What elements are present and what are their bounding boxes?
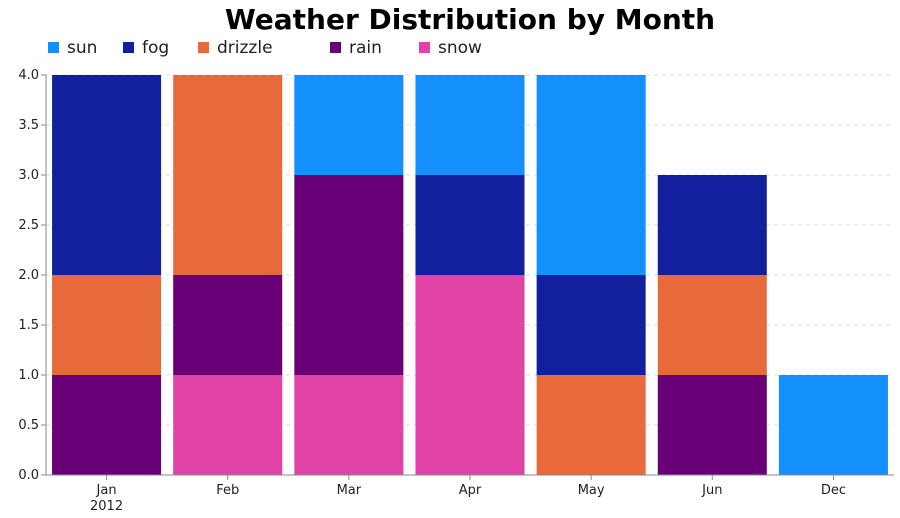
bar-segment-sun-dec: [778, 375, 888, 475]
bar-segment-drizzle-jun: [657, 275, 767, 375]
bar-segment-snow-feb: [173, 375, 283, 475]
bar-segment-fog-jan: [52, 75, 162, 275]
y-tick-label: 4.0: [18, 68, 39, 83]
legend-swatch: [123, 42, 134, 53]
legend-item-fog: fog: [123, 38, 169, 58]
bar-segment-sun-apr: [415, 75, 525, 175]
x-tick-label: Apr: [459, 483, 482, 498]
x-tick-label: Jun: [701, 483, 722, 498]
x-tick-sublabel: 2012: [90, 499, 123, 514]
legend-label: sun: [67, 38, 97, 58]
bar-segment-rain-mar: [294, 175, 404, 375]
x-tick-label: May: [578, 483, 605, 498]
y-tick-label: 0.5: [18, 418, 39, 433]
y-tick-label: 3.5: [18, 118, 39, 133]
legend-item-rain: rain: [330, 38, 382, 58]
bar-segment-rain-feb: [173, 275, 283, 375]
bar-segment-snow-apr: [415, 275, 525, 475]
x-tick-label: Feb: [216, 483, 239, 498]
bar-segment-snow-mar: [294, 375, 404, 475]
y-tick-label: 3.0: [18, 168, 39, 183]
bar-segment-sun-may: [536, 75, 646, 275]
y-tick-label: 2.0: [18, 268, 39, 283]
legend-item-snow: snow: [419, 38, 482, 58]
bar-segment-fog-apr: [415, 175, 525, 275]
legend-item-drizzle: drizzle: [198, 38, 273, 58]
legend-label: snow: [438, 38, 482, 58]
x-tick-label: Jan: [96, 483, 117, 498]
legend-item-sun: sun: [48, 38, 97, 58]
bar-segment-sun-mar: [294, 75, 404, 175]
bar-segment-drizzle-feb: [173, 75, 283, 275]
y-tick-label: 1.5: [18, 318, 39, 333]
x-tick-label: Mar: [337, 483, 362, 498]
bars: [52, 75, 888, 475]
bar-segment-rain-jan: [52, 375, 162, 475]
chart-title: Weather Distribution by Month: [225, 3, 715, 36]
x-tick-label: Dec: [821, 483, 846, 498]
legend-label: fog: [142, 38, 169, 58]
bar-segment-fog-may: [536, 275, 646, 375]
bar-segment-drizzle-jan: [52, 275, 162, 375]
legend-swatch: [48, 42, 59, 53]
bar-segment-fog-jun: [657, 175, 767, 275]
legend-swatch: [198, 42, 209, 53]
legend-swatch: [330, 42, 341, 53]
y-tick-label: 1.0: [18, 368, 39, 383]
bar-segment-rain-jun: [657, 375, 767, 475]
bar-segment-drizzle-may: [536, 375, 646, 475]
y-tick-label: 0.0: [18, 468, 39, 483]
legend: sun fog drizzle rain snow: [48, 38, 482, 58]
y-tick-label: 2.5: [18, 218, 39, 233]
legend-label: drizzle: [217, 38, 273, 58]
legend-swatch: [419, 42, 430, 53]
legend-label: rain: [349, 38, 382, 58]
